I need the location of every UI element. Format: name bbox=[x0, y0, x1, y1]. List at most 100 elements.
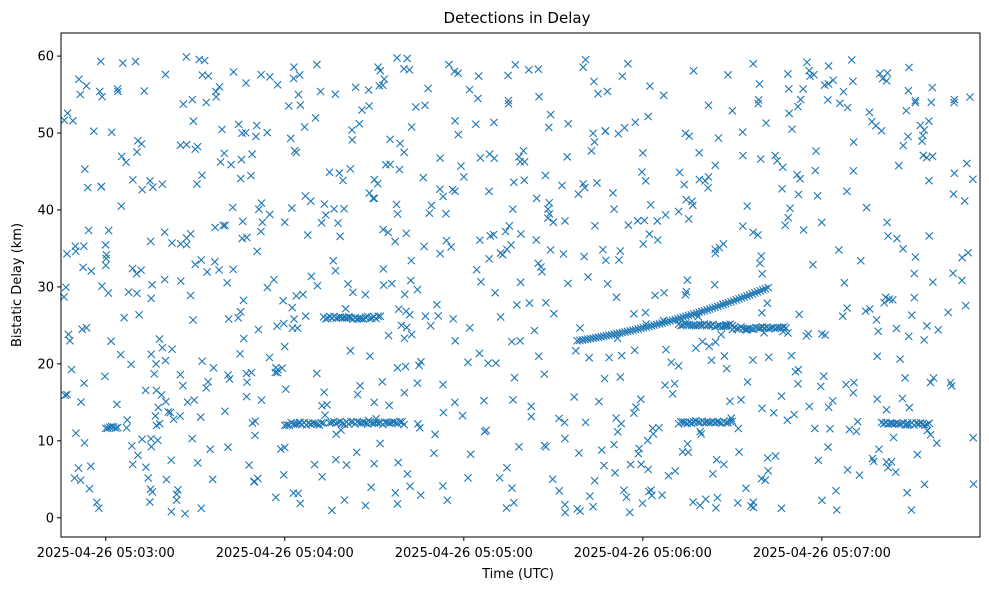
marker-stroke bbox=[269, 275, 278, 284]
marker-stroke bbox=[641, 176, 650, 185]
marker-stroke bbox=[861, 307, 870, 316]
detection-marker bbox=[670, 379, 679, 388]
detection-marker bbox=[581, 418, 590, 427]
marker-stroke bbox=[280, 342, 289, 351]
marker-stroke bbox=[969, 480, 978, 489]
marker-stroke bbox=[647, 486, 655, 495]
track-marker bbox=[726, 320, 735, 329]
detection-marker bbox=[617, 419, 626, 428]
detection-marker bbox=[402, 307, 411, 316]
detection-marker bbox=[813, 191, 822, 200]
marker-stroke bbox=[496, 312, 505, 321]
track-marker bbox=[716, 301, 725, 310]
marker-stroke bbox=[711, 338, 720, 347]
detection-marker bbox=[720, 351, 729, 360]
marker-stroke bbox=[623, 59, 632, 68]
marker-stroke bbox=[101, 240, 110, 249]
marker-stroke bbox=[928, 83, 937, 92]
detection-marker bbox=[288, 324, 297, 333]
marker-stroke bbox=[161, 397, 170, 406]
marker-stroke bbox=[799, 84, 808, 93]
marker-stroke bbox=[738, 128, 747, 137]
detection-marker bbox=[379, 225, 388, 234]
detection-marker bbox=[273, 322, 282, 331]
detection-marker bbox=[76, 90, 85, 99]
marker-stroke bbox=[613, 427, 622, 436]
marker-stroke bbox=[64, 330, 73, 339]
detection-marker bbox=[644, 487, 653, 496]
marker-stroke bbox=[182, 140, 191, 149]
marker-stroke bbox=[400, 290, 409, 299]
detection-marker bbox=[160, 228, 169, 237]
marker-stroke bbox=[234, 120, 243, 129]
marker-stroke bbox=[709, 417, 718, 426]
marker-stroke bbox=[781, 221, 790, 230]
detection-marker bbox=[358, 105, 367, 114]
detection-marker bbox=[524, 65, 533, 74]
detection-marker bbox=[796, 95, 805, 104]
track-marker bbox=[737, 293, 746, 302]
detection-marker bbox=[151, 411, 160, 420]
marker-stroke bbox=[711, 503, 720, 512]
detection-marker bbox=[881, 293, 890, 302]
detection-marker bbox=[257, 199, 266, 208]
marker-stroke bbox=[386, 160, 395, 169]
marker-stroke bbox=[681, 129, 690, 138]
detection-marker bbox=[622, 493, 631, 502]
detection-marker bbox=[873, 395, 882, 404]
detection-marker bbox=[757, 474, 766, 483]
detection-marker bbox=[704, 172, 713, 181]
marker-stroke bbox=[764, 283, 773, 292]
detection-marker bbox=[839, 87, 848, 96]
marker-stroke bbox=[949, 98, 958, 107]
marker-stroke bbox=[777, 392, 786, 401]
detection-marker bbox=[683, 276, 692, 285]
marker-stroke bbox=[416, 491, 425, 500]
detection-marker bbox=[674, 207, 683, 216]
marker-stroke bbox=[651, 291, 660, 300]
marker-stroke bbox=[721, 418, 730, 427]
marker-stroke bbox=[710, 280, 719, 289]
detection-marker bbox=[809, 70, 818, 79]
marker-stroke bbox=[737, 395, 746, 404]
detection-marker bbox=[96, 57, 105, 66]
marker-stroke bbox=[721, 299, 730, 308]
detection-marker bbox=[247, 171, 255, 180]
detection-marker bbox=[794, 379, 802, 388]
detection-marker bbox=[403, 54, 412, 63]
marker-stroke bbox=[147, 294, 156, 303]
marker-stroke bbox=[724, 321, 733, 330]
detection-marker bbox=[147, 294, 156, 303]
marker-stroke bbox=[676, 321, 685, 330]
detection-marker bbox=[882, 405, 891, 414]
marker-stroke bbox=[873, 395, 882, 404]
detection-marker bbox=[229, 67, 238, 76]
marker-stroke bbox=[849, 138, 858, 147]
marker-stroke bbox=[441, 209, 450, 218]
detection-marker bbox=[141, 386, 150, 395]
marker-stroke bbox=[220, 149, 229, 158]
marker-stroke bbox=[127, 441, 136, 450]
detection-marker bbox=[378, 81, 387, 90]
detection-marker bbox=[873, 352, 882, 361]
marker-stroke bbox=[920, 480, 929, 489]
marker-stroke bbox=[167, 238, 176, 247]
marker-stroke bbox=[753, 287, 762, 296]
detection-marker bbox=[910, 293, 919, 302]
detection-marker bbox=[172, 490, 181, 499]
marker-stroke bbox=[436, 154, 445, 163]
marker-stroke bbox=[402, 307, 411, 316]
marker-stroke bbox=[704, 183, 713, 192]
detection-marker bbox=[619, 486, 628, 495]
detection-marker bbox=[904, 86, 913, 95]
marker-stroke bbox=[162, 475, 171, 484]
detection-marker bbox=[342, 460, 351, 469]
detection-marker bbox=[406, 482, 415, 491]
marker-stroke bbox=[393, 53, 402, 62]
marker-stroke bbox=[658, 319, 667, 328]
marker-stroke bbox=[737, 293, 746, 302]
marker-stroke bbox=[485, 254, 494, 263]
marker-stroke bbox=[435, 185, 444, 194]
detection-marker bbox=[112, 400, 121, 409]
marker-stroke bbox=[239, 334, 248, 343]
